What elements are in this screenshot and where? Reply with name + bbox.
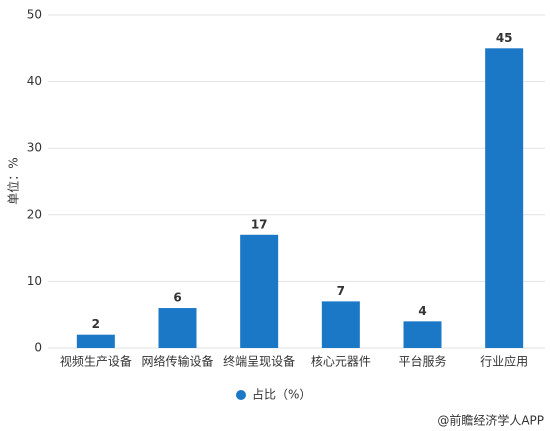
y-tick-label: 50 xyxy=(27,8,42,22)
data-label: 17 xyxy=(251,217,268,231)
bar xyxy=(321,301,360,348)
data-label: 45 xyxy=(496,31,513,45)
bar xyxy=(403,321,442,348)
data-label: 7 xyxy=(337,284,345,298)
bar xyxy=(76,334,115,348)
data-label: 4 xyxy=(418,304,426,318)
y-tick-label: 10 xyxy=(27,274,42,288)
source: @前瞻经济学人APP xyxy=(437,413,544,428)
data-label: 6 xyxy=(173,291,181,305)
x-tick-label: 终端呈现设备 xyxy=(223,354,295,369)
x-tick-label: 行业应用 xyxy=(480,354,528,369)
y-tick-label: 0 xyxy=(34,341,42,355)
data-label: 2 xyxy=(92,317,100,331)
x-tick-label: 核心元器件 xyxy=(311,355,371,369)
y-tick-label: 20 xyxy=(27,207,42,221)
y-tick-label: 40 xyxy=(27,74,42,88)
y-tick-label: 30 xyxy=(27,141,42,155)
legend-swatch xyxy=(236,390,246,400)
x-tick-label: 平台服务 xyxy=(398,354,446,369)
x-tick-label: 视频生产设备 xyxy=(60,354,132,369)
bar xyxy=(240,234,279,348)
bar xyxy=(485,48,524,349)
y-axis-label: 单位：% xyxy=(6,157,21,204)
bar xyxy=(158,308,197,348)
x-tick-label: 网络传输设备 xyxy=(141,354,213,369)
legend-label: 占比（%） xyxy=(252,387,311,402)
